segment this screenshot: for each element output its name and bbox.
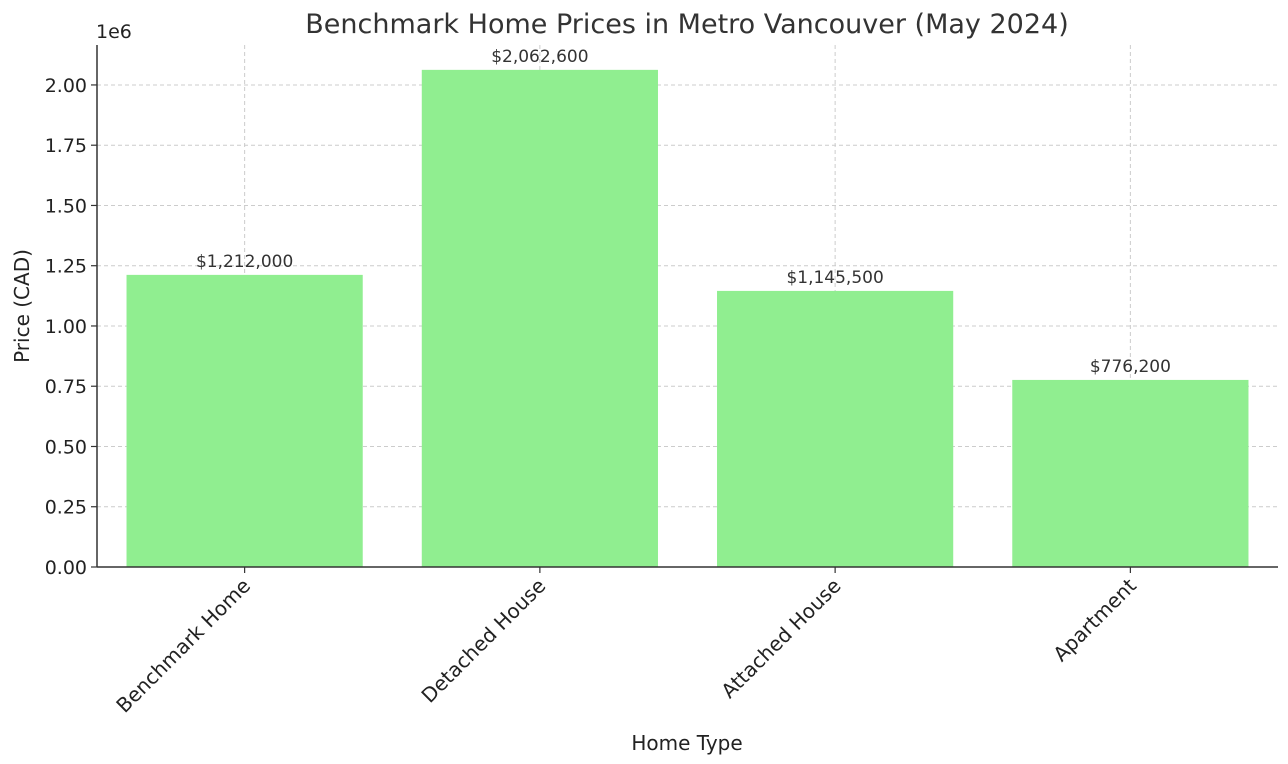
- y-tick-label: 0.25: [45, 497, 87, 519]
- axes-layer: [96, 45, 1278, 568]
- data-labels-layer: $1,212,000 $2,062,600 $1,145,500 $776,200: [196, 47, 1171, 377]
- bar-value-label: $1,212,000: [196, 252, 293, 272]
- x-tick-label: Attached House: [716, 574, 845, 703]
- chart-title: Benchmark Home Prices in Metro Vancouver…: [305, 9, 1068, 40]
- y-tick-label: 1.75: [45, 135, 87, 157]
- bar-value-label: $2,062,600: [491, 47, 588, 67]
- x-axis-title: Home Type: [631, 731, 742, 755]
- y-axis-offset-label: 1e6: [96, 21, 132, 43]
- bar: [717, 290, 954, 567]
- y-tick-label: 1.50: [45, 195, 87, 217]
- bar-value-label: $776,200: [1090, 357, 1171, 377]
- x-tick-label: Apartment: [1048, 573, 1141, 666]
- bar: [126, 274, 363, 567]
- bar: [1012, 379, 1249, 567]
- y-tick-label: 0.50: [45, 436, 87, 458]
- y-tick-label: 1.00: [45, 316, 87, 338]
- bar: [421, 69, 658, 567]
- y-tick-label: 0.75: [45, 376, 87, 398]
- y-axis-title: Price (CAD): [10, 249, 34, 363]
- y-tick-label: 0.00: [45, 557, 87, 579]
- bars-layer: [126, 69, 1249, 567]
- y-tick-label: 1.25: [45, 256, 87, 278]
- x-tick-label: Detached House: [416, 574, 550, 708]
- x-tick-label: Benchmark Home: [111, 574, 255, 718]
- y-tick-label: 2.00: [45, 75, 87, 97]
- bar-value-label: $1,145,500: [786, 268, 883, 288]
